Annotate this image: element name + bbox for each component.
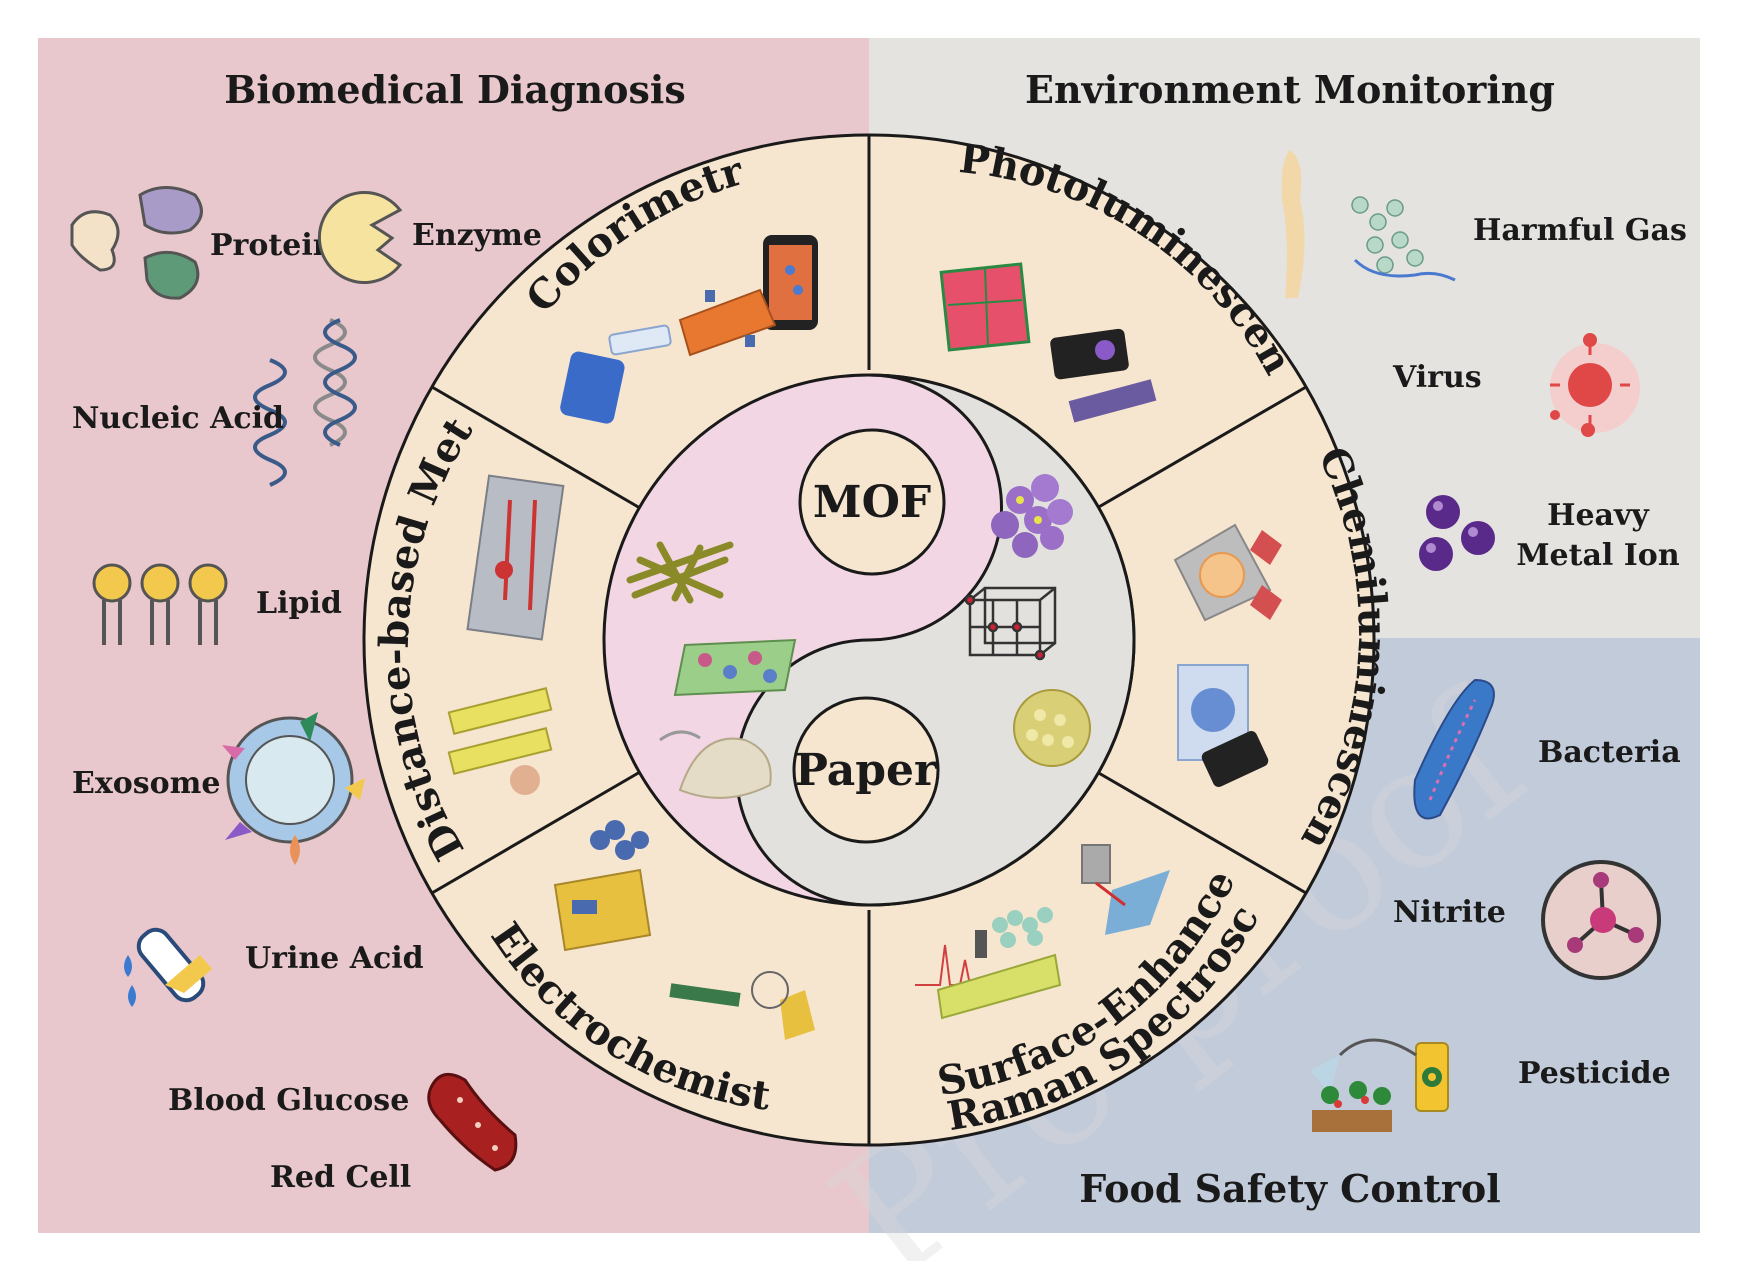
- smartphone-icon: [763, 235, 818, 330]
- phone-detection-icon: [1177, 664, 1269, 787]
- nitrite-label: Nitrite: [1393, 895, 1506, 930]
- environment-title: Environment Monitoring: [1025, 67, 1555, 112]
- paper-substrate-icon: [673, 638, 797, 697]
- exosome-icon: [222, 712, 365, 865]
- pesticide-sprayer-icon: [1310, 1038, 1449, 1132]
- metal-ion-spheres-icon: [1419, 495, 1495, 571]
- protein-blobs-icon: [70, 186, 203, 300]
- powder-pile-icon: [659, 730, 772, 799]
- dna-helix-icon: [253, 318, 357, 487]
- nanoparticle-sphere-icon: [1013, 689, 1091, 767]
- distance-strip-icon: [447, 687, 553, 795]
- lipid-bilayer-icon: [92, 563, 228, 645]
- glucose-meter-icon: [669, 971, 815, 1040]
- pesticide-label: Pesticide: [1518, 1056, 1671, 1091]
- urine-acid-label: Urine Acid: [245, 941, 424, 976]
- mof-cluster-icon: [991, 474, 1073, 558]
- sers-substrate-icon: [936, 907, 1062, 1020]
- laser-probe-icon: [1081, 844, 1170, 935]
- mof-crystal-icon: [939, 262, 1031, 352]
- paper-label: Paper: [795, 745, 938, 796]
- mof-lattice-icon: [964, 586, 1057, 661]
- electrode-chip-icon: [553, 820, 652, 952]
- gas-cloud-icon: [1281, 150, 1456, 298]
- nitrite-molecule-icon: [1541, 860, 1661, 980]
- bacteria-rod-icon: [1413, 678, 1495, 820]
- exosome-label: Exosome: [72, 766, 221, 801]
- mof-bubble: [798, 428, 946, 576]
- red-blood-cell-icon: [427, 1072, 518, 1172]
- paper-bubble: [792, 696, 940, 844]
- enzyme-label: Enzyme: [412, 218, 542, 253]
- heavy-metal-label-line2: Metal Ion: [1516, 538, 1679, 573]
- phone-fluorescence-icon: [1050, 328, 1157, 423]
- cellulose-fiber-icon: [626, 541, 734, 604]
- blood-glucose-label: Blood Glucose: [168, 1083, 409, 1118]
- virus-label: Virus: [1392, 360, 1482, 395]
- paper-strip-device-icon: [678, 288, 777, 357]
- distance-device-icon: [466, 474, 565, 641]
- protein-label: Protein: [210, 228, 335, 263]
- food-title: Food Safety Control: [1079, 1166, 1500, 1211]
- virus-icon: [1550, 333, 1640, 437]
- chemiluminescence-chip-icon: [1173, 523, 1282, 622]
- nucleic-acid-label: Nucleic Acid: [72, 401, 284, 436]
- heavy-metal-label-line1: Heavy: [1547, 498, 1650, 533]
- phone-scan-icon: [560, 324, 672, 424]
- harmful-gas-label: Harmful Gas: [1473, 213, 1687, 248]
- biomedical-title: Biomedical Diagnosis: [224, 67, 686, 112]
- mof-label: MOF: [813, 477, 931, 528]
- test-tube-icon: [124, 927, 212, 1007]
- enzyme-pacman-icon: [317, 191, 403, 284]
- ring-dividers: [431, 135, 1307, 1145]
- bacteria-label: Bacteria: [1538, 735, 1681, 770]
- red-cell-label: Red Cell: [270, 1160, 411, 1195]
- lipid-label: Lipid: [256, 586, 342, 621]
